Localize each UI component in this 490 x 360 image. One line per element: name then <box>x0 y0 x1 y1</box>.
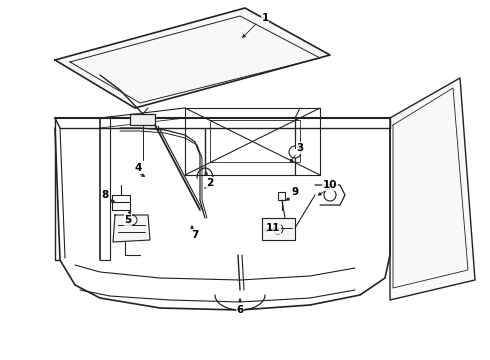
Text: 5: 5 <box>124 215 132 225</box>
Text: 2: 2 <box>206 178 214 188</box>
Text: 11: 11 <box>266 223 280 233</box>
Text: 10: 10 <box>323 180 337 190</box>
Polygon shape <box>130 114 155 125</box>
Polygon shape <box>390 78 475 300</box>
Text: 3: 3 <box>296 143 304 153</box>
Text: 8: 8 <box>101 190 109 200</box>
Polygon shape <box>55 8 330 108</box>
Text: 6: 6 <box>236 305 244 315</box>
Polygon shape <box>262 218 295 240</box>
Text: 4: 4 <box>134 163 142 173</box>
Text: 9: 9 <box>292 187 298 197</box>
Polygon shape <box>113 215 150 242</box>
Text: 7: 7 <box>191 230 198 240</box>
Text: 1: 1 <box>261 13 269 23</box>
